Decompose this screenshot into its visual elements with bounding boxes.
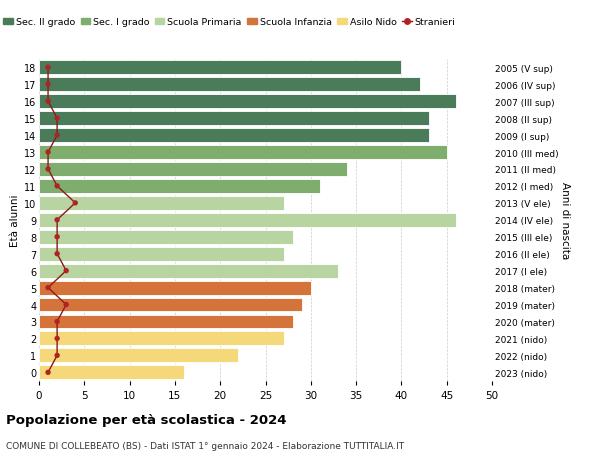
Point — [52, 183, 62, 190]
Bar — [39, 179, 320, 193]
Bar — [39, 95, 456, 109]
Bar — [39, 281, 311, 295]
Point — [52, 132, 62, 140]
Point — [43, 149, 53, 157]
Y-axis label: Età alunni: Età alunni — [10, 194, 20, 246]
Point — [43, 81, 53, 89]
Point — [52, 217, 62, 224]
Point — [43, 166, 53, 173]
Text: COMUNE DI COLLEBEATO (BS) - Dati ISTAT 1° gennaio 2024 - Elaborazione TUTTITALIA: COMUNE DI COLLEBEATO (BS) - Dati ISTAT 1… — [6, 441, 404, 450]
Point — [43, 369, 53, 376]
Bar — [39, 332, 284, 346]
Point — [43, 98, 53, 106]
Bar — [39, 247, 284, 261]
Bar — [39, 365, 184, 380]
Point — [52, 352, 62, 359]
Bar — [39, 162, 347, 177]
Point — [43, 64, 53, 72]
Point — [52, 251, 62, 258]
Point — [43, 284, 53, 291]
Bar — [39, 78, 419, 92]
Text: Popolazione per età scolastica - 2024: Popolazione per età scolastica - 2024 — [6, 413, 287, 426]
Bar — [39, 349, 238, 363]
Bar — [39, 298, 302, 312]
Y-axis label: Anni di nascita: Anni di nascita — [560, 182, 569, 259]
Point — [61, 268, 71, 275]
Bar — [39, 129, 428, 143]
Bar — [39, 112, 428, 126]
Bar — [39, 146, 446, 160]
Bar — [39, 61, 401, 75]
Bar — [39, 315, 293, 329]
Point — [61, 301, 71, 308]
Point — [52, 234, 62, 241]
Point — [70, 200, 80, 207]
Bar — [39, 196, 284, 210]
Legend: Sec. II grado, Sec. I grado, Scuola Primaria, Scuola Infanzia, Asilo Nido, Stran: Sec. II grado, Sec. I grado, Scuola Prim… — [0, 15, 459, 31]
Point — [52, 115, 62, 123]
Point — [52, 335, 62, 342]
Bar — [39, 213, 456, 227]
Bar — [39, 264, 338, 278]
Point — [52, 318, 62, 325]
Bar — [39, 230, 293, 244]
